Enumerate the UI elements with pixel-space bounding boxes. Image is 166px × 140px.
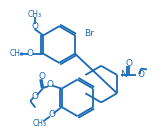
Text: CH₃: CH₃	[33, 119, 47, 128]
Text: O: O	[31, 22, 38, 31]
Text: O: O	[38, 72, 45, 81]
Text: CH₃: CH₃	[10, 49, 24, 58]
Text: O: O	[138, 70, 145, 80]
Text: O: O	[47, 80, 54, 89]
Text: O: O	[48, 110, 55, 119]
Text: O: O	[32, 92, 39, 101]
Text: CH₃: CH₃	[28, 10, 42, 19]
Text: O: O	[125, 59, 132, 68]
Text: N: N	[120, 70, 127, 80]
Text: O: O	[27, 49, 34, 58]
Text: Br: Br	[84, 29, 94, 38]
